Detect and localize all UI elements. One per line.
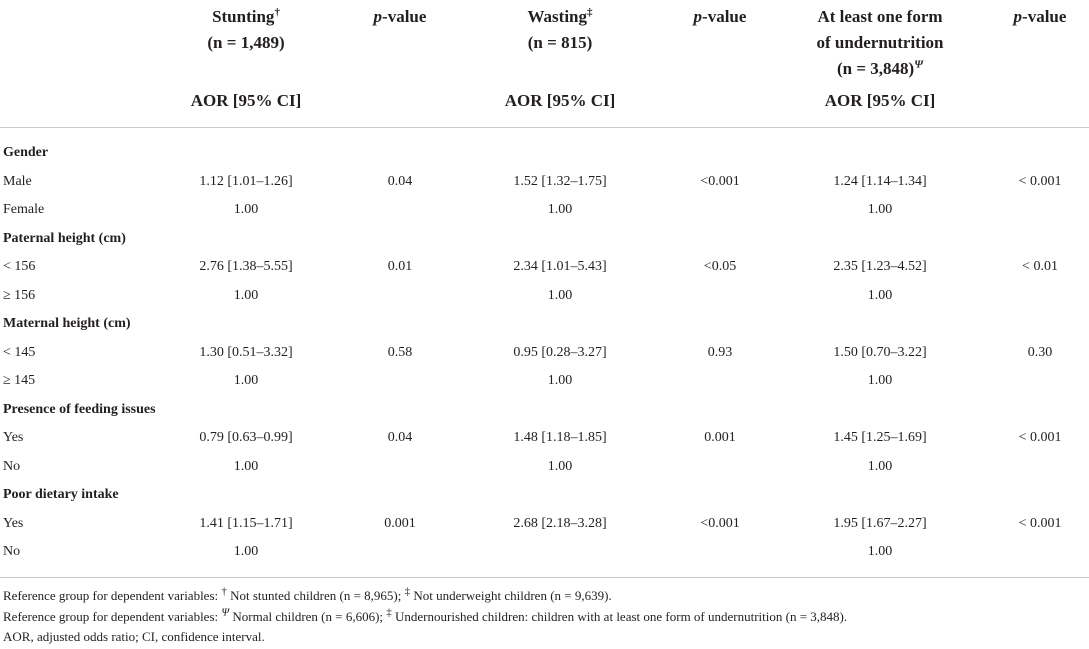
cell-c2: 1.00: [547, 458, 573, 474]
cell-c3: 1.00: [867, 373, 893, 388]
cell-p2: 0.93: [707, 344, 733, 360]
row-label: Yes: [3, 430, 24, 445]
cell-c3: 1.50 [0.70–3.22]: [833, 344, 927, 360]
header-wasting-metric: AOR [95% CI]: [504, 91, 616, 110]
wasting-n: (n = 815): [527, 33, 593, 52]
header-undernutrition-metric: AOR [95% CI]: [824, 91, 936, 110]
cell-p3: < 0.001: [1018, 430, 1062, 445]
row-label: Male: [3, 173, 32, 189]
footnote-1: Reference group for dependent variables:…: [3, 585, 612, 603]
cell-c3: 1.95 [1.67–2.27]: [833, 515, 927, 531]
cell-c1: 1.00: [233, 202, 259, 217]
cell-c3: 1.00: [867, 544, 893, 559]
cell-p2: <0.05: [703, 259, 737, 274]
header-undernutrition: At least one form of undernutrition (n =…: [770, 4, 990, 82]
header-p-value-1: p-value: [373, 7, 427, 26]
section-label: Gender: [3, 145, 49, 160]
cell-p1: 0.04: [387, 430, 413, 445]
header-p-value-2: p-value: [693, 7, 747, 26]
stunting-n: (n = 1,489): [207, 33, 285, 52]
cell-c1: 1.00: [233, 373, 259, 388]
cell-p3: < 0.01: [1022, 259, 1058, 274]
header-divider: [0, 127, 1089, 128]
cell-p3: 0.30: [1027, 344, 1053, 360]
cell-c1: 1.12 [1.01–1.26]: [199, 173, 293, 189]
cell-p1: 0.58: [387, 344, 413, 360]
cell-p2: <0.001: [700, 173, 740, 189]
cell-c3: 1.00: [867, 202, 893, 217]
cell-p1: 0.01: [387, 259, 413, 274]
stunting-mark: †: [274, 6, 280, 19]
cell-c2: 2.68 [2.18–3.28]: [513, 515, 607, 531]
cell-c2: 0.95 [0.28–3.27]: [513, 344, 607, 360]
header-stunting: Stunting† (n = 1,489): [146, 4, 346, 56]
row-label: ≥ 145: [3, 373, 36, 388]
footnote-3: AOR, adjusted odds ratio; CI, confidence…: [3, 629, 265, 644]
undernutrition-title-line1: At least one form: [817, 7, 943, 26]
cell-c2: 1.00: [547, 373, 573, 388]
row-label: No: [3, 544, 21, 559]
section-label: Presence of feeding issues: [3, 401, 156, 417]
cell-c1: 1.00: [233, 544, 259, 559]
wasting-title: Wasting: [527, 7, 588, 26]
section-label: Poor dietary intake: [3, 487, 119, 502]
table-bottom-divider: [0, 577, 1089, 578]
stunting-title: Stunting: [212, 7, 275, 26]
cell-c2: 1.00: [547, 202, 573, 217]
cell-c1: 1.00: [233, 287, 259, 303]
row-label: Yes: [3, 515, 24, 531]
cell-p1: 0.001: [384, 515, 416, 531]
undernutrition-title-line2: of undernutrition: [816, 33, 944, 52]
cell-c1: 1.00: [233, 458, 259, 474]
section-label: Paternal height (cm): [3, 230, 126, 246]
cell-c1: 2.76 [1.38–5.55]: [199, 259, 293, 274]
cell-c2: 2.34 [1.01–5.43]: [513, 259, 607, 274]
wasting-mark: ‡: [587, 6, 593, 19]
header-p-value-3: p-value: [1013, 7, 1067, 26]
header-stunting-metric: AOR [95% CI]: [190, 91, 302, 110]
row-label: < 156: [3, 259, 36, 274]
cell-c3: 1.45 [1.25–1.69]: [833, 430, 927, 445]
undernutrition-mark: Ψ: [914, 58, 924, 71]
cell-c3: 1.00: [867, 287, 893, 303]
footnote-2: Reference group for dependent variables:…: [3, 606, 848, 624]
cell-c1: 1.30 [0.51–3.32]: [199, 344, 293, 360]
cell-p3: < 0.001: [1018, 173, 1062, 189]
cell-c3: 1.24 [1.14–1.34]: [833, 173, 927, 189]
cell-c2: 1.00: [547, 287, 573, 303]
section-label: Maternal height (cm): [3, 316, 131, 331]
cell-p2: <0.001: [700, 515, 740, 531]
cell-c1: 0.79 [0.63–0.99]: [199, 430, 293, 445]
row-label: < 145: [3, 344, 36, 360]
cell-c1: 1.41 [1.15–1.71]: [199, 515, 293, 531]
cell-p2: 0.001: [704, 430, 736, 445]
cell-c3: 2.35 [1.23–4.52]: [833, 259, 927, 274]
row-label: Female: [3, 202, 45, 217]
cell-p1: 0.04: [387, 173, 413, 189]
cell-p3: < 0.001: [1018, 515, 1062, 531]
undernutrition-n: (n = 3,848): [836, 59, 915, 78]
cell-c3: 1.00: [867, 458, 893, 474]
row-label: No: [3, 458, 21, 474]
cell-c2: 1.48 [1.18–1.85]: [513, 430, 607, 445]
header-wasting: Wasting‡ (n = 815): [460, 4, 660, 56]
row-label: ≥ 156: [3, 287, 36, 303]
cell-c2: 1.52 [1.32–1.75]: [513, 173, 607, 189]
